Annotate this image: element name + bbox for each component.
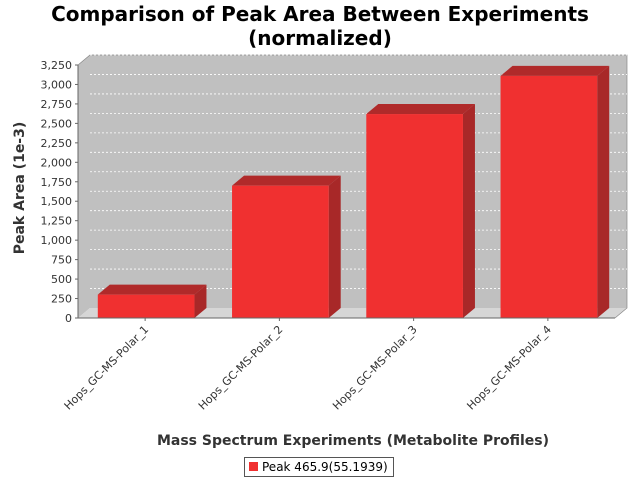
legend-swatch [249, 462, 258, 471]
y-tick-label: 500 [51, 273, 72, 286]
bars [97, 65, 610, 318]
gridlines [90, 54, 627, 289]
x-axis: Hops_GC-MS-Polar_1 Hops_GC-MS-Polar_2 Hops… [62, 317, 615, 413]
chart-title: Comparison of Peak Area Between Experime… [0, 2, 640, 50]
y-tick-label: 1,750 [41, 176, 73, 189]
y-tick-label: 1,250 [41, 215, 73, 228]
bar [232, 175, 341, 318]
bar-front [232, 185, 329, 318]
y-tick-label: 1,500 [41, 195, 73, 208]
y-tick-label: 2,750 [41, 98, 73, 111]
bar-side [194, 284, 207, 318]
y-tick-label: 2,250 [41, 137, 73, 150]
y-tick-label: 0 [65, 312, 72, 325]
bar-front [500, 75, 598, 318]
bar [500, 65, 610, 318]
chart-title-line-1: Comparison of Peak Area Between Experime… [51, 2, 589, 26]
legend-label: Peak 465.9(55.1939) [262, 460, 388, 474]
bar-top [366, 104, 475, 115]
y-axis-title: Peak Area (1e-3) [12, 122, 28, 255]
x-tick-label: Hops_GC-MS-Polar_3 [330, 323, 420, 413]
bar-top [500, 65, 610, 76]
y-axis: 0 250 500 750 1,000 1,250 1,500 1,750 2,000 2,250… [41, 59, 79, 325]
bar-side [462, 104, 475, 318]
y-tick-label: 2,000 [41, 156, 73, 169]
y-tick-label: 3,250 [41, 59, 73, 72]
y-tick-label: 250 [51, 293, 72, 306]
plot-floor [78, 308, 627, 318]
bar-front [366, 114, 463, 318]
y-tick-label: 750 [51, 254, 72, 267]
plot-back-wall [78, 55, 627, 318]
bar-top [97, 284, 207, 295]
bar-side [328, 175, 341, 318]
bar [97, 284, 207, 318]
bar [366, 104, 475, 318]
legend: Peak 465.9(55.1939) [244, 457, 394, 477]
y-tick-label: 3,000 [41, 78, 73, 91]
y-tick-label: 1,000 [41, 234, 73, 247]
chart-title-line-2: (normalized) [248, 26, 392, 50]
bar-top [232, 175, 341, 186]
bar-front [97, 294, 195, 318]
x-tick-label: Hops_GC-MS-Polar_2 [196, 323, 286, 413]
x-tick-label: Hops_GC-MS-Polar_1 [62, 323, 152, 413]
x-axis-title: Mass Spectrum Experiments (Metabolite Pr… [157, 433, 549, 449]
y-tick-label: 2,500 [41, 117, 73, 130]
bar-side [597, 65, 610, 318]
plot-background [77, 54, 628, 319]
x-tick-label: Hops_GC-MS-Polar_4 [464, 323, 554, 413]
